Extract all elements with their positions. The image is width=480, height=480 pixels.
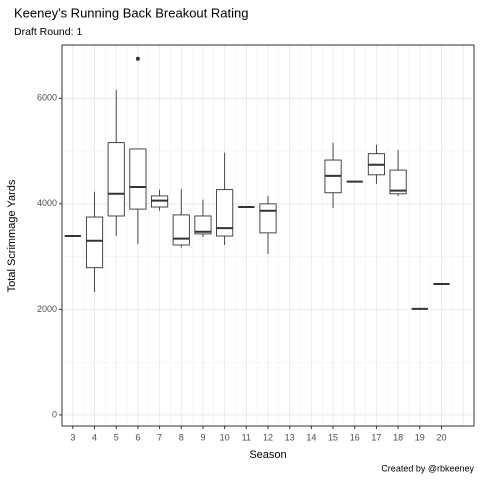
x-tick-label: 19 (415, 432, 425, 442)
box (85, 216, 104, 269)
x-tick-label: 14 (306, 432, 316, 442)
y-tick-label: 4000 (37, 198, 57, 208)
x-tick-label: 15 (328, 432, 338, 442)
x-tick-label: 17 (371, 432, 381, 442)
box (172, 214, 190, 246)
x-tick-label: 16 (350, 432, 360, 442)
box (389, 169, 407, 195)
x-tick-label: 12 (263, 432, 273, 442)
panel-border (61, 44, 475, 427)
x-tick-label: 5 (114, 432, 119, 442)
chart-subtitle: Draft Round: 1 (14, 26, 82, 38)
x-axis-label: Season (249, 449, 286, 461)
box (259, 203, 277, 234)
x-tick-label: 4 (92, 432, 97, 442)
chart-title: Keeney's Running Back Breakout Rating (14, 5, 248, 20)
outlier (135, 56, 140, 61)
box (129, 148, 147, 210)
y-axis-label: Total Scrimmage Yards (6, 179, 18, 292)
x-tick-label: 3 (70, 432, 75, 442)
x-tick-label: 20 (436, 432, 446, 442)
box (194, 215, 212, 235)
y-tick-label: 0 (52, 409, 57, 419)
box (107, 142, 125, 217)
x-tick-label: 9 (200, 432, 205, 442)
x-tick-label: 6 (135, 432, 140, 442)
caption: Created by @rbkeeney (381, 463, 474, 473)
x-tick-label: 10 (220, 432, 230, 442)
x-tick-label: 18 (393, 432, 403, 442)
box (216, 189, 234, 237)
y-tick-label: 2000 (37, 304, 57, 314)
x-tick-label: 11 (242, 432, 251, 442)
x-tick-label: 8 (179, 432, 184, 442)
y-tick-label: 6000 (37, 93, 57, 103)
x-tick-label: 7 (157, 432, 162, 442)
x-tick-label: 13 (285, 432, 295, 442)
